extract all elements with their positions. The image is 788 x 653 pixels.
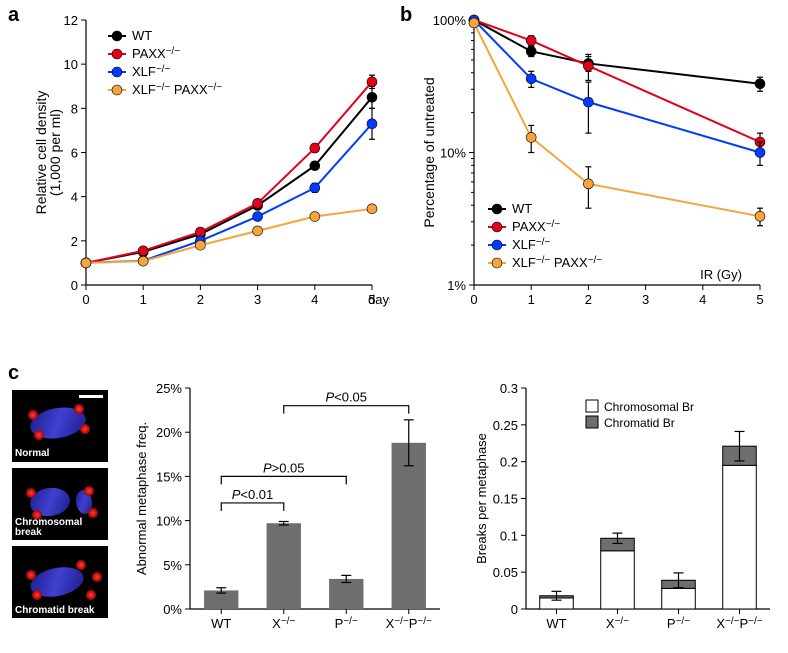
svg-text:4: 4	[71, 190, 78, 205]
svg-text:0.05: 0.05	[493, 565, 518, 580]
svg-text:0: 0	[511, 602, 518, 617]
panel-a-label: a	[8, 4, 19, 27]
svg-text:XLF−/−: XLF−/−	[132, 64, 170, 79]
svg-text:Abnormal metaphase freq.: Abnormal metaphase freq.	[134, 422, 149, 575]
svg-text:1: 1	[140, 292, 147, 307]
micrograph-chromatid-label: Chromatid break	[15, 606, 94, 616]
svg-text:Breaks per metaphase: Breaks per metaphase	[474, 433, 489, 564]
svg-text:0.15: 0.15	[493, 492, 518, 507]
svg-text:(1,000 per ml): (1,000 per ml)	[47, 109, 63, 196]
chart-b: 1% 10% 100% 0 1 2 3 4 5 IR (Gy) Percentage of untr…	[418, 8, 778, 323]
svg-text:2: 2	[71, 234, 78, 249]
svg-text:3: 3	[254, 292, 261, 307]
svg-text:5: 5	[756, 292, 763, 307]
svg-text:10%: 10%	[440, 146, 466, 161]
svg-text:12: 12	[64, 13, 78, 28]
micrograph-chromosomal-label: Chromosomal break	[15, 518, 108, 537]
svg-text:XLF−/− PAXX−/−: XLF−/− PAXX−/−	[512, 255, 602, 270]
svg-text:P>0.05: P>0.05	[263, 460, 305, 475]
svg-text:0.3: 0.3	[500, 381, 518, 396]
svg-text:X−/−: X−/−	[606, 616, 629, 631]
svg-text:15%: 15%	[156, 469, 182, 484]
svg-text:PAXX−/−: PAXX−/−	[512, 219, 560, 234]
svg-text:10: 10	[64, 57, 78, 72]
chart-a: 024681012012345daysRelative cell density…	[30, 8, 390, 323]
svg-text:2: 2	[197, 292, 204, 307]
svg-text:6: 6	[71, 146, 78, 161]
svg-text:8: 8	[71, 101, 78, 116]
svg-text:XLF−/−: XLF−/−	[512, 237, 550, 252]
chart-c-abnormal-freq: 0% 5% 10% 15% 20% 25% Abnormal metaphase freq.…	[130, 378, 450, 643]
micrograph-normal: Normal	[12, 390, 108, 462]
svg-text:P−/−: P−/−	[667, 616, 690, 631]
svg-text:1%: 1%	[447, 278, 466, 293]
svg-text:P<0.01: P<0.01	[232, 487, 274, 502]
svg-text:10%: 10%	[156, 514, 182, 529]
svg-text:Chromatid Br: Chromatid Br	[604, 416, 675, 430]
svg-text:X−/−P−/−: X−/−P−/−	[386, 616, 432, 631]
svg-text:WT: WT	[211, 616, 231, 631]
svg-text:X−/−P−/−: X−/−P−/−	[716, 616, 762, 631]
svg-text:0.2: 0.2	[500, 455, 518, 470]
svg-text:X−/−: X−/−	[272, 616, 295, 631]
svg-text:WT: WT	[132, 28, 152, 43]
svg-text:25%: 25%	[156, 381, 182, 396]
svg-text:0%: 0%	[163, 602, 182, 617]
svg-text:20%: 20%	[156, 425, 182, 440]
svg-text:4: 4	[699, 292, 706, 307]
svg-text:P−/−: P−/−	[335, 616, 358, 631]
svg-text:0: 0	[71, 278, 78, 293]
svg-text:0: 0	[82, 292, 89, 307]
chart-c-breaks-per-metaphase: 0 0.05 0.1 0.15 0.2 0.25 0.3 Breaks per metapha…	[470, 378, 780, 643]
svg-text:3: 3	[642, 292, 649, 307]
svg-text:100%: 100%	[433, 13, 467, 28]
svg-text:days: days	[368, 292, 390, 307]
svg-text:2: 2	[585, 292, 592, 307]
panel-b-label: b	[400, 4, 412, 27]
scalebar	[79, 395, 103, 398]
svg-text:PAXX−/−: PAXX−/−	[132, 46, 180, 61]
svg-text:WT: WT	[512, 201, 532, 216]
svg-text:XLF−/− PAXX−/−: XLF−/− PAXX−/−	[132, 82, 222, 97]
svg-text:0.25: 0.25	[493, 418, 518, 433]
svg-text:Percentage of untreated: Percentage of untreated	[421, 77, 437, 227]
svg-text:P<0.05: P<0.05	[325, 390, 367, 405]
svg-text:Chromosomal Br: Chromosomal Br	[604, 400, 694, 414]
svg-text:0: 0	[470, 292, 477, 307]
panel-c-label: c	[8, 362, 19, 385]
svg-text:1: 1	[528, 292, 535, 307]
micrograph-normal-label: Normal	[15, 448, 49, 459]
svg-text:4: 4	[311, 292, 318, 307]
svg-text:0.1: 0.1	[500, 528, 518, 543]
micrograph-chromosomal-break: Chromosomal break	[12, 468, 108, 540]
svg-text:WT: WT	[546, 616, 566, 631]
svg-text:5%: 5%	[163, 558, 182, 573]
svg-text:IR (Gy): IR (Gy)	[700, 267, 742, 282]
micrograph-chromatid-break: Chromatid break	[12, 546, 108, 618]
